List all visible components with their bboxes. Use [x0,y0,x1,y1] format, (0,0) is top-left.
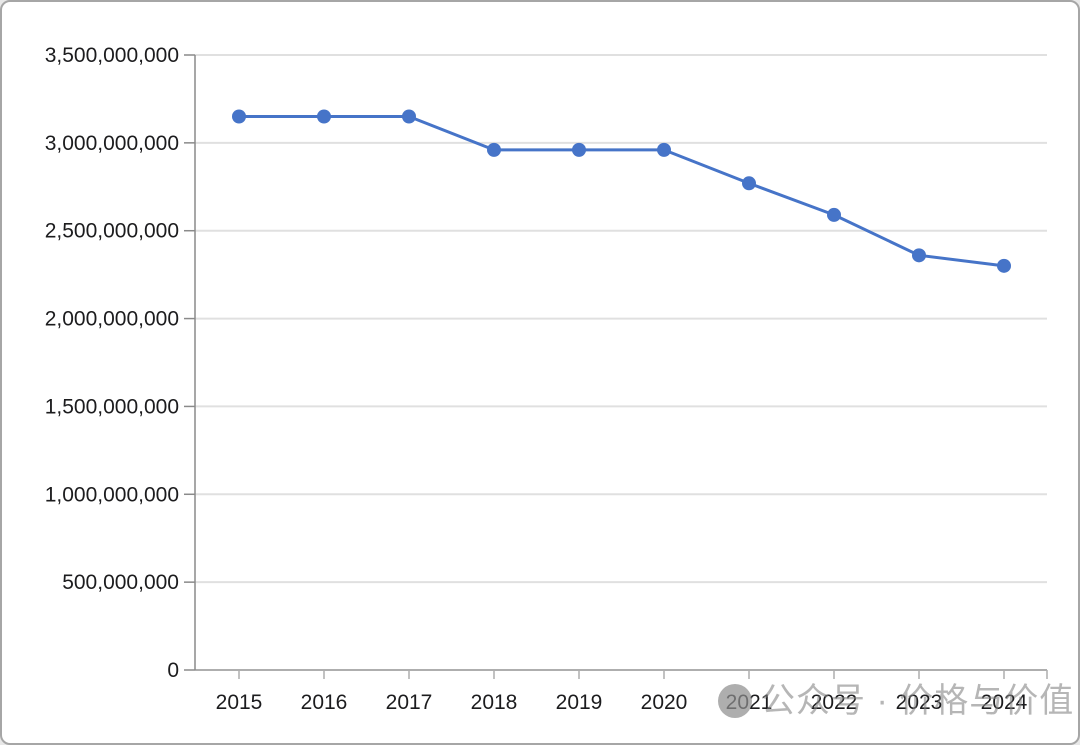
y-axis-tick-label: 3,000,000,000 [45,132,179,155]
data-point [742,176,756,191]
y-axis-tick-label: 1,500,000,000 [45,395,179,418]
data-point [997,258,1011,273]
x-axis-tick-label: 2019 [556,691,603,714]
x-axis-tick-label: 2018 [471,691,518,714]
data-point [657,142,671,157]
data-point [912,248,926,263]
y-axis-tick-label: 3,500,000,000 [45,44,179,67]
x-axis-tick-label: 2022 [811,691,858,714]
data-point [232,109,246,124]
series-line [239,115,1005,268]
data-point [572,142,586,157]
data-point [827,207,841,222]
y-axis-tick-label: 2,000,000,000 [45,308,179,331]
x-axis-tick-label: 2015 [216,691,263,714]
data-point [317,109,331,124]
data-point [487,142,501,157]
y-axis-tick-label: 500,000,000 [62,571,179,594]
x-axis-tick-label: 2024 [981,691,1028,714]
x-axis-tick-label: 2021 [726,691,773,714]
x-axis-tick-label: 2020 [641,691,688,714]
y-axis-tick-label: 0 [167,659,179,682]
x-axis-tick-label: 2017 [386,691,433,714]
data-point [402,109,416,124]
y-axis-tick-label: 2,500,000,000 [45,220,179,243]
x-axis-tick-label: 2023 [896,691,943,714]
y-axis-tick-label: 1,000,000,000 [45,483,179,506]
x-axis-tick-label: 2016 [301,691,348,714]
